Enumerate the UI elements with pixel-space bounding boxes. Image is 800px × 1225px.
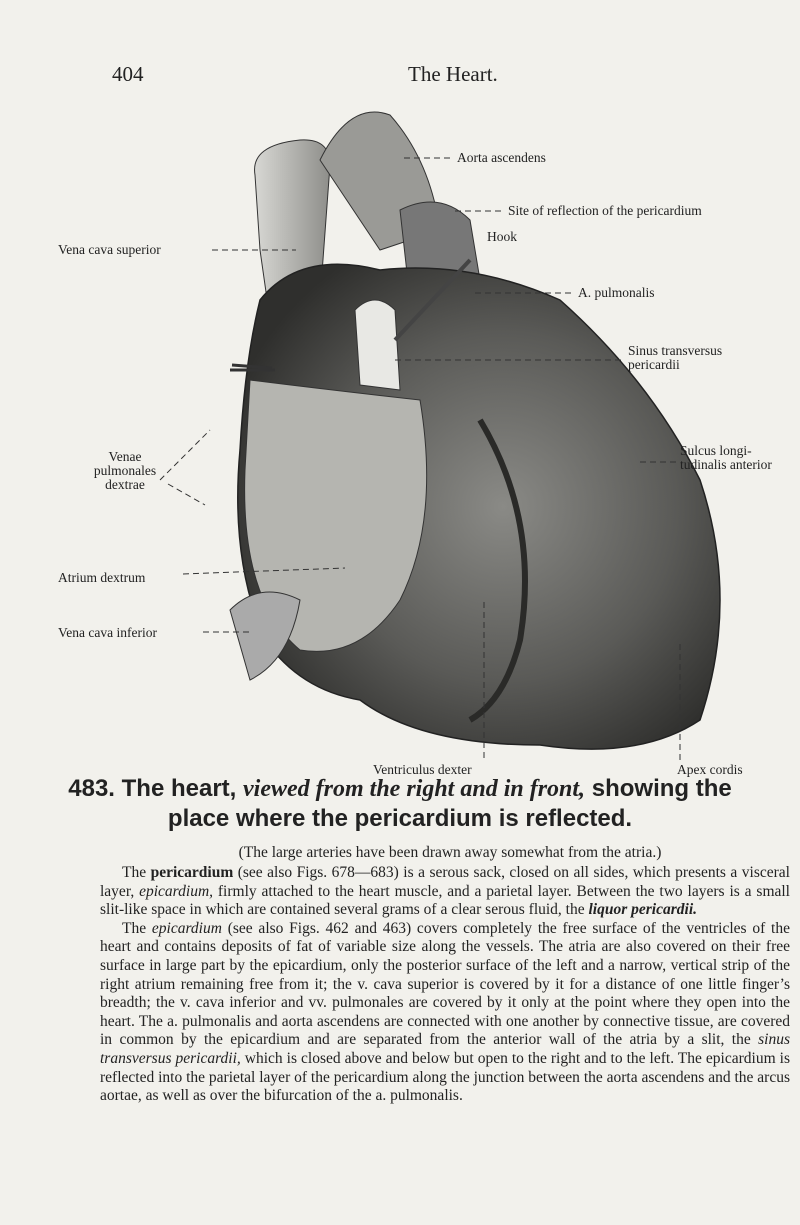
label: pulmonales	[94, 463, 156, 478]
caption-italic: viewed from the right and in front,	[243, 776, 586, 802]
paragraph: The epicardium (see also Figs. 462 and 4…	[100, 920, 790, 1106]
label: Vena cava inferior	[58, 625, 157, 640]
text: (see also Figs. 462 and 463) covers comp…	[100, 919, 790, 1049]
text: The	[122, 919, 152, 937]
figure: Aorta ascendens Site of reflection of th…	[58, 111, 772, 777]
term: liquor pericardii.	[588, 901, 698, 919]
label: Atrium dextrum	[58, 570, 146, 585]
label: Vena cava superior	[58, 242, 161, 257]
term: epicardium	[151, 919, 222, 937]
caption-lead: The heart,	[121, 775, 237, 802]
page-number: 404	[112, 62, 144, 86]
body-text: The pericardium (see also Figs. 678—683)…	[100, 864, 790, 1106]
label: Aorta ascendens	[457, 150, 546, 165]
leader-lines	[159, 157, 681, 760]
label: tudinalis anterior	[680, 457, 772, 472]
note: (The large arteries have been drawn away…	[238, 844, 662, 861]
label: Apex cordis	[677, 762, 743, 777]
text: The	[122, 864, 151, 881]
heart-illustration	[229, 111, 721, 750]
label: dextrae	[105, 477, 145, 492]
term: pericardium	[150, 864, 234, 881]
caption-rest: showing the place where the pericardium …	[167, 775, 732, 832]
text: firmly attached to the heart muscle, and…	[100, 882, 790, 919]
paragraph: The pericardium (see also Figs. 678—683)…	[100, 864, 790, 920]
running-title: The Heart.	[408, 62, 498, 86]
label: A. pulmonalis	[578, 285, 655, 300]
text: (see also Figs. 678—683) is a serous sac…	[100, 864, 790, 900]
caption: 483. The heart, viewed from the right an…	[40, 774, 760, 833]
label: pericardii	[628, 357, 680, 372]
label: Sulcus longi-	[680, 443, 752, 458]
term: epicardium,	[139, 882, 214, 900]
term: sinus transversus pericardii,	[100, 1031, 790, 1067]
label: Venae	[109, 449, 142, 464]
label: Ventriculus dexter	[373, 762, 472, 777]
label: Hook	[487, 229, 517, 244]
caption-number: 483.	[68, 775, 115, 802]
text: which is closed above and below but open…	[100, 1049, 790, 1105]
label: Sinus transversus	[628, 343, 722, 358]
label: Site of reflection of the pericardium	[508, 203, 702, 218]
